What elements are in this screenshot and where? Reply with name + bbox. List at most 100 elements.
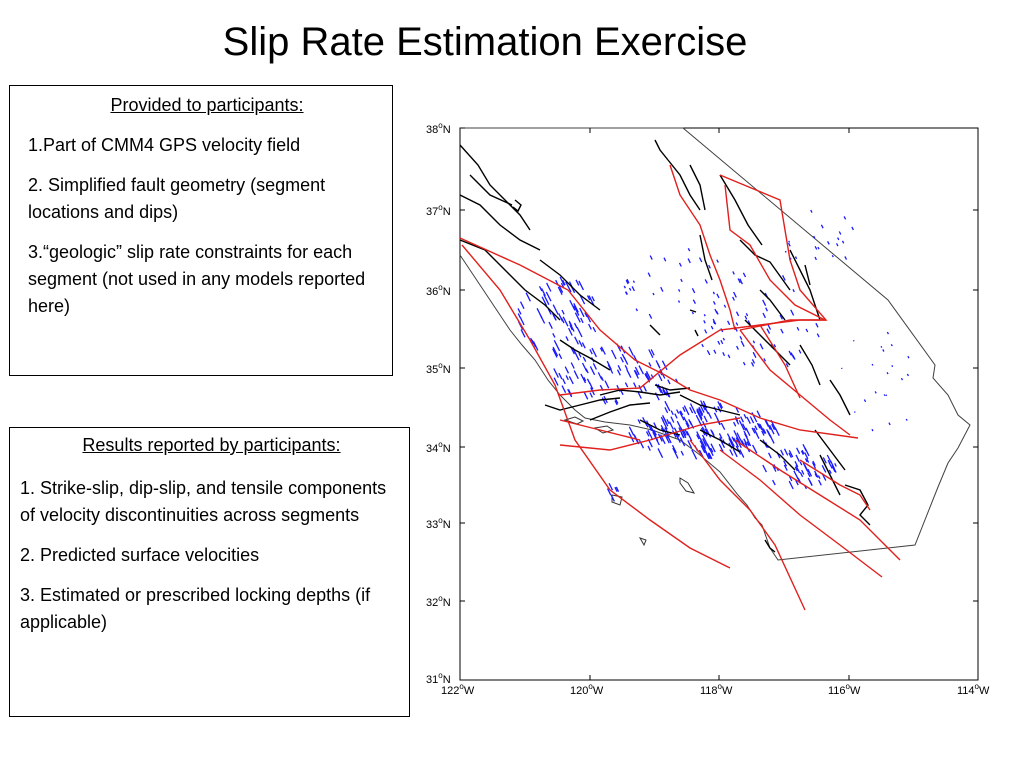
degree-symbol: o	[438, 203, 443, 212]
gps-velocity-arrow	[886, 331, 889, 335]
gps-velocity-arrow	[552, 348, 558, 358]
gps-velocity-arrow	[650, 349, 655, 356]
longitude-labels: 122oW 120oW 118oW 116oW 114oW	[441, 682, 990, 697]
gps-velocity-arrow	[703, 441, 707, 447]
gps-velocity-arrow	[699, 438, 707, 449]
gps-velocity-arrow	[561, 309, 565, 315]
gps-velocity-arrow	[751, 359, 756, 364]
gps-velocity-arrow	[735, 418, 740, 425]
gps-velocity-arrow	[683, 416, 687, 423]
gps-velocity-arrow	[751, 427, 756, 434]
gps-velocity-arrow	[704, 279, 708, 284]
gps-velocity-arrow	[623, 285, 626, 289]
gps-velocity-arrow	[628, 287, 632, 291]
gps-velocity-arrow	[599, 347, 603, 352]
gps-velocity-arrow	[628, 426, 635, 436]
gps-velocity-arrow	[812, 460, 816, 466]
gps-velocity-arrow	[653, 422, 657, 429]
gps-velocity-arrow	[615, 486, 620, 492]
gps-velocity-arrow	[735, 322, 739, 326]
gps-velocity-arrow	[558, 284, 564, 293]
gps-velocity-arrow	[837, 237, 840, 241]
gps-velocity-arrow	[746, 416, 751, 424]
gps-velocity-arrow	[794, 466, 798, 472]
gps-velocity-arrow	[519, 301, 525, 309]
gps-velocity-arrow	[638, 365, 642, 371]
gps-velocity-arrow	[800, 450, 804, 455]
gps-velocity-arrow	[762, 428, 767, 434]
gps-velocity-arrow	[744, 315, 748, 320]
gps-velocity-arrow	[739, 449, 745, 458]
gps-velocity-arrow	[737, 278, 741, 284]
gps-velocity-arrow	[687, 258, 691, 264]
degree-symbol: o	[438, 594, 443, 603]
gps-velocity-arrow	[617, 365, 622, 371]
gps-velocity-arrow	[653, 429, 657, 436]
gps-velocity-arrow	[635, 308, 638, 312]
gps-velocity-arrow	[742, 423, 747, 431]
gps-velocity-arrow	[814, 470, 819, 478]
offshore-island	[593, 425, 615, 434]
gps-velocity-arrow	[767, 430, 772, 438]
gps-velocity-arrow	[638, 385, 644, 393]
gps-velocity-arrow	[719, 402, 723, 409]
gps-velocity-arrow	[631, 286, 635, 292]
gps-velocity-arrow	[712, 301, 716, 305]
gps-velocity-arrow	[736, 345, 739, 350]
gps-velocity-arrow	[525, 292, 531, 302]
gps-velocity-arrow	[722, 337, 725, 341]
gps-velocity-arrow	[611, 349, 617, 360]
gps-velocity-arrow	[792, 289, 795, 293]
gps-velocity-arrow	[905, 418, 908, 421]
gps-velocity-arrow	[762, 299, 767, 306]
lon-label-114: 114oW	[957, 682, 990, 697]
gps-velocity-arrow	[720, 440, 726, 449]
gps-velocity-arrow	[606, 488, 612, 496]
gps-velocity-arrow	[789, 257, 792, 260]
gps-velocity-arrow	[604, 380, 610, 389]
gps-velocity-arrow	[831, 254, 834, 258]
gps-velocity-arrow	[607, 364, 614, 374]
lat-label-35: 35oN	[426, 361, 451, 376]
gps-velocity-arrow	[710, 443, 716, 453]
gps-velocity-arrow	[626, 369, 632, 378]
gps-velocity-arrow	[768, 452, 772, 459]
gps-velocity-arrow	[779, 314, 783, 320]
gps-velocity-arrow	[569, 299, 576, 311]
gps-velocity-arrow	[838, 231, 842, 235]
gps-velocity-arrow	[616, 369, 621, 376]
gps-velocity-arrow	[801, 449, 805, 455]
gps-velocity-arrow	[660, 286, 664, 292]
gps-velocity-arrow	[717, 340, 721, 345]
gps-velocity-arrow	[750, 362, 755, 367]
gps-velocity-arrow	[591, 296, 595, 302]
gps-velocity-arrow	[745, 427, 751, 436]
gps-velocity-arrow	[732, 448, 738, 458]
gps-velocity-arrow	[758, 423, 763, 431]
gps-velocity-arrow	[733, 291, 737, 298]
gps-velocity-arrow	[531, 339, 537, 348]
gps-velocity-arrow	[632, 280, 635, 283]
gps-velocity-arrow	[700, 400, 706, 410]
gps-velocity-arrow	[570, 362, 575, 369]
gps-velocity-arrow	[723, 304, 727, 308]
gps-velocity-arrow	[688, 419, 692, 425]
gps-velocity-arrow	[565, 281, 572, 293]
gps-velocity-arrow	[888, 422, 891, 426]
gps-velocity-arrow	[663, 417, 669, 427]
gps-velocity-arrow	[553, 368, 559, 378]
gps-velocity-arrow	[538, 286, 543, 292]
gps-velocity-arrow	[807, 468, 813, 477]
gps-velocity-arrow	[565, 336, 569, 342]
gps-velocity-arrow	[686, 431, 693, 442]
gps-velocity-arrow	[642, 417, 648, 427]
lat-label-36: 36oN	[426, 283, 451, 298]
gps-velocity-arrow	[637, 419, 641, 424]
gps-velocity-arrow	[648, 362, 652, 367]
gps-velocity-arrow	[517, 313, 521, 318]
lon-label-118: 118oW	[700, 682, 733, 697]
gps-velocity-arrow	[788, 476, 793, 482]
mapped-faults	[459, 139, 871, 553]
gps-velocity-arrow	[564, 366, 570, 374]
gps-velocity-arrow	[735, 311, 740, 317]
